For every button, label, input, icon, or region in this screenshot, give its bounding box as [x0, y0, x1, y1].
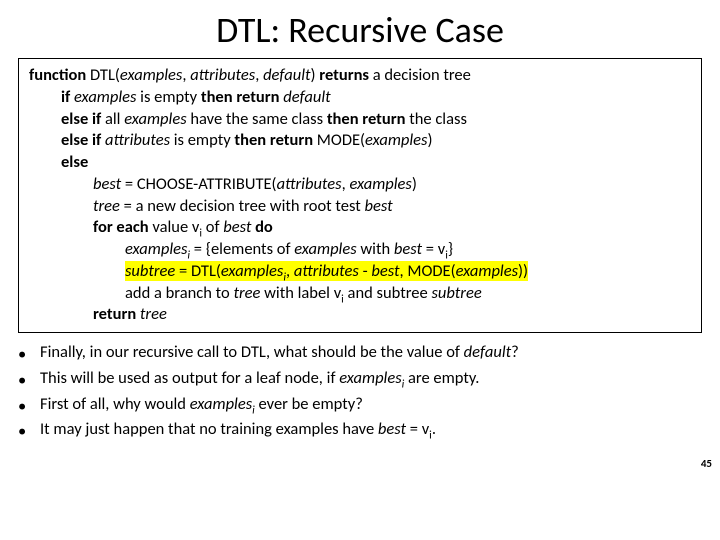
bullet-list: • Finally, in our recursive call to DTL,… — [18, 341, 702, 444]
bullet-item-2: • This will be used as output for a leaf… — [18, 367, 702, 393]
bullet-item-1: • Finally, in our recursive call to DTL,… — [18, 341, 702, 367]
code-line-4: else — [29, 152, 691, 174]
code-line-9-highlight: subtree = DTL(examplesi, attributes - be… — [29, 261, 691, 283]
code-line-3: else if attributes is empty then return … — [29, 130, 691, 152]
bullet-icon: • — [18, 368, 26, 392]
code-line-6: tree = a new decision tree with root tes… — [29, 196, 691, 218]
slide-title: DTL: Recursive Case — [0, 0, 720, 58]
code-line-10: add a branch to tree with label vi and s… — [29, 283, 691, 305]
code-line-0: function DTL(examples, attributes, defau… — [29, 65, 691, 87]
bullet-icon: • — [18, 394, 26, 418]
code-line-7: for each value vi of best do — [29, 217, 691, 239]
page-number: 45 — [701, 457, 712, 470]
bullet-item-4: • It may just happen that no training ex… — [18, 418, 702, 444]
pseudocode-box: function DTL(examples, attributes, defau… — [18, 58, 702, 333]
bullet-icon: • — [18, 342, 26, 366]
code-line-5: best = CHOOSE-ATTRIBUTE(attributes, exam… — [29, 174, 691, 196]
code-line-1: if examples is empty then return default — [29, 87, 691, 109]
bullet-item-3: • First of all, why would examplesi ever… — [18, 393, 702, 419]
code-line-8: examplesi = {elements of examples with b… — [29, 239, 691, 261]
code-line-2: else if all examples have the same class… — [29, 109, 691, 131]
code-line-11: return tree — [29, 304, 691, 326]
bullet-icon: • — [18, 419, 26, 443]
